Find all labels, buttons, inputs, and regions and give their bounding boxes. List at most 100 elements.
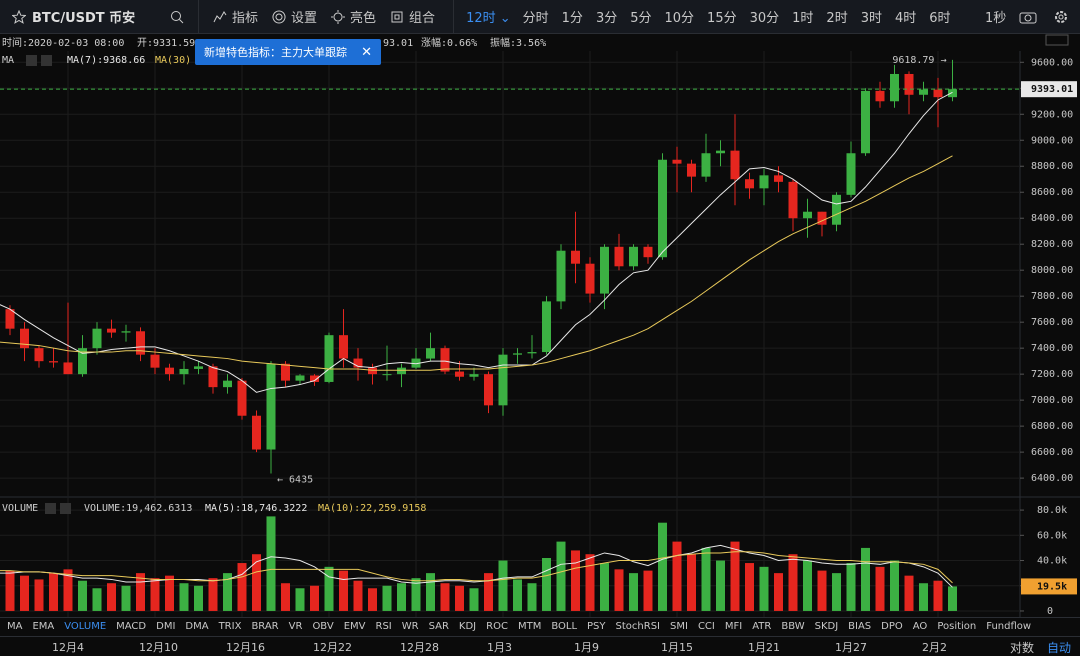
indicator-tab[interactable]: VOLUME [64,621,107,632]
indicator-tab[interactable]: SKDJ [814,621,839,632]
candle-body [455,371,464,377]
interval[interactable]: 30分 [749,11,780,26]
indicator-tab[interactable]: SMI [670,621,688,632]
indicator-tab[interactable]: CCI [697,621,715,632]
candle-body [469,374,479,377]
interval[interactable]: 3时 [860,11,882,26]
indicator-tab[interactable]: EMA [32,621,55,632]
interval[interactable]: 1分 [561,11,583,26]
interval[interactable]: 2时 [826,11,848,26]
settings-icon[interactable] [1053,9,1069,25]
y-tick-label: 8200.00 [1031,239,1073,250]
tool[interactable]: 指标 [213,7,258,26]
volume-bar [513,579,522,611]
x-tick-label: 2月2 [922,641,947,654]
indicator-tab[interactable]: Position [937,621,977,632]
separator [453,0,455,33]
candle-body [194,366,203,369]
indicator-tab[interactable]: ROC [486,621,508,632]
symbol-text: BTC/USDT 币安 [32,11,136,26]
tooltip[interactable]: 新增特色指标：主力大单跟踪 ✕ [195,39,381,65]
interval[interactable]: 6时 [929,11,951,26]
info-time: 时间:2020-02-03 08:00 [2,36,124,49]
indicator-tab[interactable]: MACD [116,621,147,632]
volume-bar [411,578,421,611]
indicator-tab[interactable]: DMI [156,621,176,632]
indicator-tab[interactable]: BOLL [551,621,578,632]
auto-toggle[interactable]: 自动 [1047,641,1072,655]
tool-label: 设置 [291,11,318,26]
camera-icon[interactable] [1019,10,1037,24]
tool[interactable]: 设置 [272,7,317,26]
indicator-tab[interactable]: PSY [587,621,606,632]
volume-bar [687,554,696,611]
volume-bar [179,583,189,611]
current-interval[interactable]: 12时 ⌄ [466,11,511,26]
indicator-tab[interactable]: OBV [312,621,334,632]
tool[interactable]: 组合 [390,7,435,26]
intervals: 分时 1分 3分 5分 10分 15分 30分 1时 2时 3时 4时 6时 [523,7,951,26]
volume-bar [803,560,812,611]
y-tick-label: 8000.00 [1031,265,1073,276]
interval[interactable]: 4时 [894,11,917,26]
indicator-tab[interactable]: EMV [343,621,366,632]
volume-bar [208,578,218,611]
volume-bar [527,583,537,611]
indicator-tab[interactable]: BRAR [251,621,279,632]
candle-body [382,374,392,376]
candle-body [165,367,174,375]
collapse-button[interactable] [1045,34,1069,46]
indicator-tab[interactable]: StochRSI [615,621,660,632]
tool-label: 指标 [232,11,259,26]
candle-body [527,352,537,354]
search-icon[interactable] [170,10,184,24]
indicator-tab[interactable]: Fundflow [986,621,1032,632]
indicator-tab[interactable]: MA [7,621,23,632]
volume-bar [324,566,334,611]
volume-bar [614,569,624,611]
close-icon[interactable]: ✕ [361,44,372,60]
interval[interactable]: 分时 [522,11,549,26]
interval[interactable]: 15分 [707,11,737,26]
interval[interactable]: 5分 [630,11,652,26]
chart: 时间:2020-02-03 08:00 开:9331.59 93.01 涨幅:0… [0,34,1080,617]
indicator-tab[interactable]: MFI [724,621,743,632]
interval[interactable]: 10分 [664,11,695,26]
candle-body [701,153,711,177]
indicator-tab[interactable]: AO [912,621,928,632]
y-tick-label: 60.0k [1037,530,1067,541]
interval[interactable]: 3分 [595,11,618,26]
candle-body [266,363,276,450]
indicator-tab[interactable]: WR [401,621,419,632]
y-tick-label: 8600.00 [1031,187,1073,198]
indicator-tab[interactable]: KDJ [458,621,477,632]
indicator-tab[interactable]: DMA [185,621,209,632]
log-toggle[interactable]: 对数 [1010,641,1035,655]
volume-bar [63,569,73,611]
indicator-tab[interactable]: SAR [428,621,449,632]
volume-bar [426,573,435,611]
candle-body [716,150,725,154]
y-tick-label: 6600.00 [1031,447,1073,458]
indicator-tab[interactable]: RSI [375,621,392,632]
volume-bar [310,585,319,611]
symbol[interactable]: BTC/USDT 币安 [12,7,162,26]
indicator-tab[interactable]: DPO [881,621,903,632]
clock[interactable]: 1秒 [985,11,1007,26]
volume-bar [846,563,856,611]
indicator-tab[interactable]: TRIX [218,621,242,632]
volume-bar [295,588,305,611]
volume-bar [266,516,276,611]
legend-label: VOLUME [2,503,38,514]
candle-body [78,348,87,375]
indicator-tab[interactable]: BIAS [848,621,872,632]
indicator-tab[interactable]: BBW [781,621,805,632]
tool[interactable]: 亮色 [331,7,376,26]
volume-bar [353,580,363,611]
indicator-tab[interactable]: VR [288,621,303,632]
interval[interactable]: 1时 [792,11,814,26]
indicator-tab[interactable]: ATR [752,621,772,632]
x-tick-label: 1月27 [835,641,867,654]
indicator-tab[interactable]: MTM [517,621,542,632]
